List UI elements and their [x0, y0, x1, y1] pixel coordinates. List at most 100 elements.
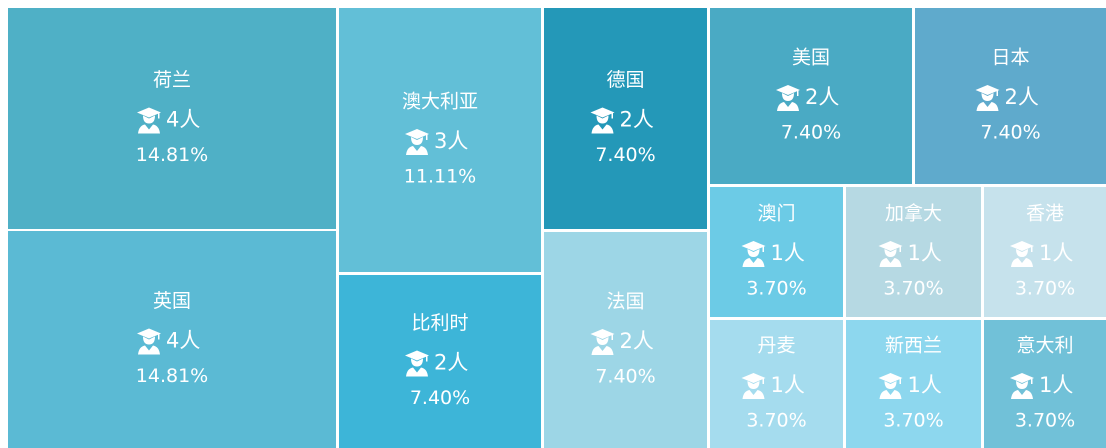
icon-head [884, 249, 897, 257]
tile-count: 4人 [166, 108, 200, 132]
icon-cap [776, 85, 800, 95]
tile-count: 1人 [908, 373, 942, 397]
icon-body [1011, 390, 1033, 399]
tile-percent: 7.40% [781, 122, 841, 144]
tile [339, 8, 541, 272]
tile-name: 法国 [606, 291, 644, 313]
tile [544, 8, 707, 229]
tile-count: 1人 [771, 373, 805, 397]
tile-name: 日本 [991, 47, 1029, 69]
icon-cap [137, 107, 161, 118]
graduate-icon [590, 329, 615, 355]
tile-name: 美国 [792, 47, 830, 69]
icon-body [742, 258, 765, 267]
tile [339, 275, 541, 448]
icon-head [747, 381, 760, 389]
graduate-icon [1010, 373, 1034, 399]
tile [8, 231, 336, 448]
icon-body [406, 146, 428, 155]
icon-head [782, 93, 794, 101]
tile-count: 2人 [620, 329, 654, 353]
tile-name: 英国 [153, 290, 191, 312]
icon-body [879, 258, 902, 267]
icon-cap [741, 241, 766, 251]
icon-cap [590, 107, 615, 118]
graduate-icon [741, 373, 766, 399]
icon-body [138, 345, 160, 355]
tile [544, 232, 707, 448]
icon-cap [405, 350, 429, 361]
tile-percent: 7.40% [980, 122, 1040, 144]
tile-percent: 14.81% [136, 365, 208, 387]
icon-tassel [899, 378, 901, 384]
graduate-icon [137, 328, 161, 355]
icon-tassel [899, 246, 901, 252]
tile-percent: 7.40% [595, 366, 655, 388]
icon-body [777, 102, 799, 111]
icon-head [143, 336, 155, 345]
tile-count: 1人 [1039, 241, 1073, 265]
icon-body [591, 346, 614, 355]
tile [915, 8, 1106, 184]
tile-percent: 11.11% [404, 166, 476, 188]
icon-body [742, 390, 765, 399]
icon-head [411, 137, 423, 145]
icon-body [406, 367, 428, 377]
tile-name: 澳大利亚 [402, 91, 478, 113]
tile-name: 香港 [1026, 203, 1064, 225]
icon-tassel [762, 378, 764, 384]
tile-count: 1人 [1039, 373, 1073, 397]
icon-cap [590, 329, 615, 339]
tile-count: 3人 [434, 129, 468, 153]
icon-head [884, 381, 897, 389]
icon-head [143, 115, 155, 124]
icon-cap [878, 241, 903, 251]
tile-count: 1人 [771, 241, 805, 265]
tile-percent: 3.70% [1015, 278, 1075, 300]
graduate-icon [741, 241, 766, 267]
tile-percent: 3.70% [1015, 410, 1075, 432]
icon-tassel [996, 90, 998, 96]
tile-name: 澳门 [757, 203, 795, 225]
tile [710, 320, 843, 448]
icon-head [596, 337, 609, 345]
icon-body [976, 102, 999, 111]
tile-count: 2人 [434, 351, 468, 375]
tile-percent: 3.70% [746, 410, 806, 432]
graduate-icon [137, 107, 161, 134]
icon-tassel [797, 90, 799, 96]
icon-tassel [426, 355, 428, 362]
tile [984, 187, 1106, 317]
tile-count: 2人 [805, 85, 839, 109]
icon-cap [878, 373, 903, 383]
graduate-icon [776, 85, 800, 111]
tile [984, 320, 1106, 448]
tile-count: 4人 [166, 329, 200, 353]
tile [8, 8, 336, 229]
icon-body [591, 124, 614, 134]
icon-head [747, 249, 760, 257]
tile [710, 187, 843, 317]
icon-head [596, 115, 609, 124]
tile-name: 意大利 [1016, 335, 1073, 357]
tile-percent: 3.70% [883, 410, 943, 432]
tile [846, 320, 981, 448]
icon-cap [741, 373, 766, 383]
tile [710, 8, 912, 184]
icon-tassel [611, 112, 613, 119]
icon-head [1016, 381, 1028, 389]
tile-percent: 3.70% [746, 278, 806, 300]
graduate-icon [975, 85, 1000, 111]
icon-cap [975, 85, 1000, 95]
tile [846, 187, 981, 317]
icon-head [1016, 249, 1028, 257]
tile-count: 1人 [908, 241, 942, 265]
icon-tassel [1031, 378, 1033, 384]
tile-percent: 14.81% [136, 144, 208, 166]
icon-head [981, 93, 994, 101]
tile-name: 新西兰 [885, 335, 942, 357]
graduate-icon [1010, 241, 1034, 267]
icon-body [138, 124, 160, 134]
icon-cap [405, 129, 429, 139]
icon-body [1011, 258, 1033, 267]
